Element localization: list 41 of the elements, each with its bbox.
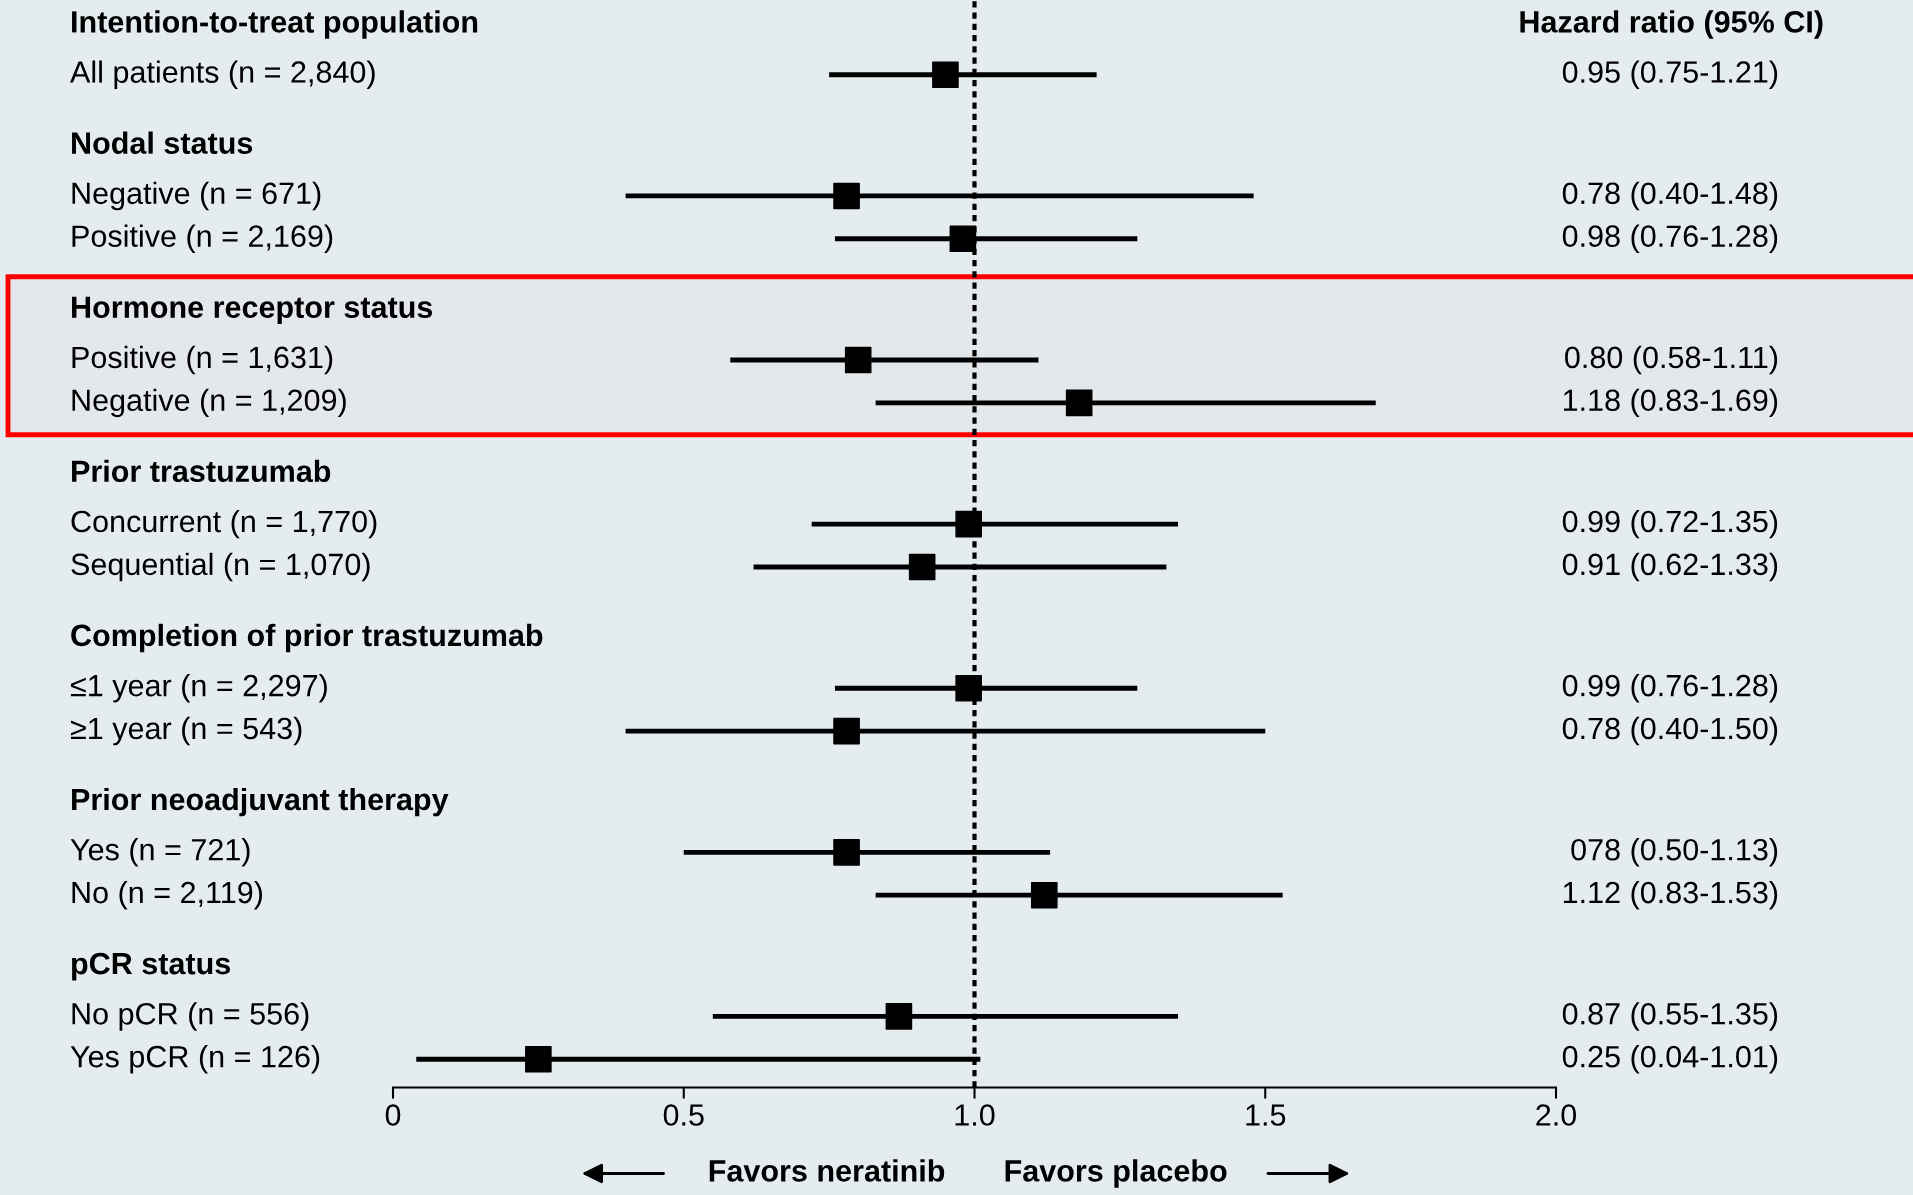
y-tick-label: Negative (n = 1,209) bbox=[72, 388, 346, 418]
data-label: 0.99 (0.76-1.28) bbox=[1562, 673, 1778, 703]
y-tick-label: Completion of prior trastuzumab bbox=[71, 623, 543, 653]
y-tick-label: Sequential (n = 1,070) bbox=[71, 552, 370, 582]
y-tick-label: Positive (n = 2,169) bbox=[72, 224, 333, 254]
y-tick-label: Yes pCR (n = 126) bbox=[70, 1045, 320, 1074]
y-tick-label: ≤1 year (n = 2,297) bbox=[70, 673, 327, 703]
x-tick-label: 0 bbox=[385, 1104, 401, 1126]
x-tick-label: 1.5 bbox=[1246, 1104, 1286, 1126]
x-tick-label: 0.5 bbox=[663, 1104, 704, 1126]
y-tick-label: Negative (n = 671) bbox=[72, 181, 321, 211]
x-tick-label: 1.0 bbox=[955, 1104, 995, 1126]
y-tick-label: Prior neoadjuvant therapy bbox=[72, 787, 449, 817]
y-tick-label: Concurrent (n = 1,770) bbox=[71, 509, 377, 539]
data-label: 0.98 (0.76-1.28) bbox=[1562, 224, 1778, 254]
data-label: 0.25 (0.04-1.01) bbox=[1562, 1045, 1778, 1074]
data-label: 0.99 (0.72-1.35) bbox=[1562, 509, 1778, 539]
data-label: 0.87 (0.55-1.35) bbox=[1562, 1002, 1778, 1031]
data-label: 1.18 (0.83-1.69) bbox=[1563, 388, 1778, 418]
y-tick-label: Prior trastuzumab bbox=[72, 459, 331, 483]
text: Favors placebo bbox=[1005, 1159, 1227, 1188]
data-label: 0.95 (0.75-1.21) bbox=[1562, 60, 1778, 89]
y-tick-label: Nodal status bbox=[72, 131, 253, 154]
y-tick-label: Intention-to-treat population bbox=[72, 10, 478, 39]
data-label: 078 (0.50-1.13) bbox=[1571, 838, 1778, 867]
y-tick-label: pCR status bbox=[72, 952, 231, 981]
y-tick-label: Hormone receptor status bbox=[72, 296, 433, 325]
data-label: 0.91 (0.62-1.33) bbox=[1562, 552, 1778, 582]
y-tick-label: No pCR (n = 556) bbox=[72, 1002, 309, 1031]
data-label: 0.78 (0.40-1.50) bbox=[1562, 716, 1778, 746]
data-label: 1.12 (0.83-1.53) bbox=[1563, 880, 1778, 910]
text: Favors neratinib bbox=[709, 1159, 945, 1182]
data-label: 0.80 (0.58-1.11) bbox=[1565, 345, 1778, 375]
y-tick-label: All patients (n = 2,840) bbox=[70, 60, 375, 89]
y-tick-label: Yes (n = 721) bbox=[70, 838, 250, 867]
y-tick-label: ≥1 year (n = 543) bbox=[70, 716, 302, 746]
annotation: Hazard ratio (95% CI) bbox=[1520, 10, 1823, 39]
data-label: 0.78 (0.40-1.48) bbox=[1562, 181, 1778, 211]
x-tick-label: 2.0 bbox=[1536, 1104, 1577, 1126]
y-tick-label: No (n = 2,119) bbox=[72, 880, 263, 910]
y-tick-label: Positive (n = 1,631) bbox=[72, 345, 333, 375]
